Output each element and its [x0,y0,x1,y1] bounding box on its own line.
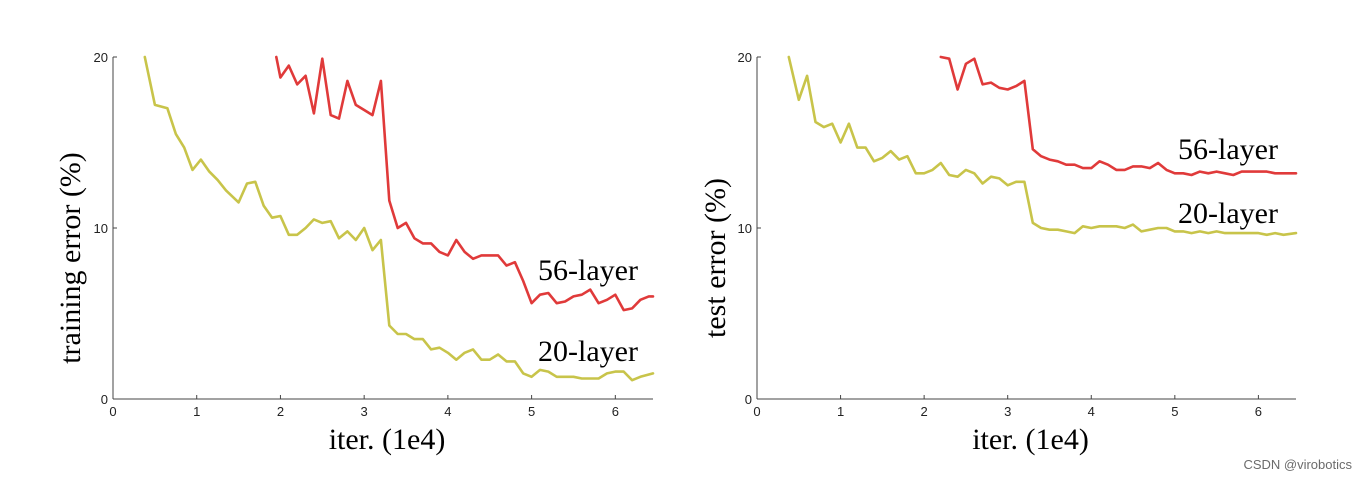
y-axis-title: training error (%) [54,152,87,364]
x-tick-label: 3 [361,404,368,419]
x-tick-label: 3 [1004,404,1011,419]
series-label-20-layer: 20-layer [1178,197,1278,230]
series-line-20-layer [787,55,1298,237]
x-tick-label: 6 [1255,404,1262,419]
y-tick-label: 20 [94,50,108,65]
x-tick-label: 1 [837,404,844,419]
series-label-20-layer: 20-layer [538,335,638,368]
x-axis-title: iter. (1e4) [329,423,446,456]
x-tick-label: 5 [1171,404,1178,419]
y-tick-label: 0 [101,392,108,407]
x-tick-label: 0 [753,404,760,419]
x-tick-label: 6 [612,404,619,419]
x-tick-label: 1 [193,404,200,419]
x-axis-title: iter. (1e4) [972,423,1089,456]
x-tick-label: 4 [1088,404,1095,419]
series-label-56-layer: 56-layer [538,254,638,287]
watermark: CSDN @virobotics [1243,457,1352,472]
y-tick-label: 10 [738,221,752,236]
y-tick-label: 20 [738,50,752,65]
x-tick-label: 5 [528,404,535,419]
series-line-56-layer [274,55,655,312]
series-label-56-layer: 56-layer [1178,133,1278,166]
chart-test-error: 0 1 2 3 4 5 6 0 10 20 iter. (1e4) test error (%) 56-… [699,50,1298,456]
x-tick-label: 2 [921,404,928,419]
y-axis-title: test error (%) [699,178,732,338]
x-tick-label: 4 [444,404,451,419]
x-tick-label: 2 [277,404,284,419]
series-line-56-layer [939,55,1298,177]
chart-training-error: 0 1 2 3 4 5 6 0 10 20 iter. (1e4) training error (%… [54,50,655,456]
y-tick-label: 0 [745,392,752,407]
y-tick-label: 10 [94,221,108,236]
x-tick-label: 0 [109,404,116,419]
series-line-20-layer [143,55,655,382]
